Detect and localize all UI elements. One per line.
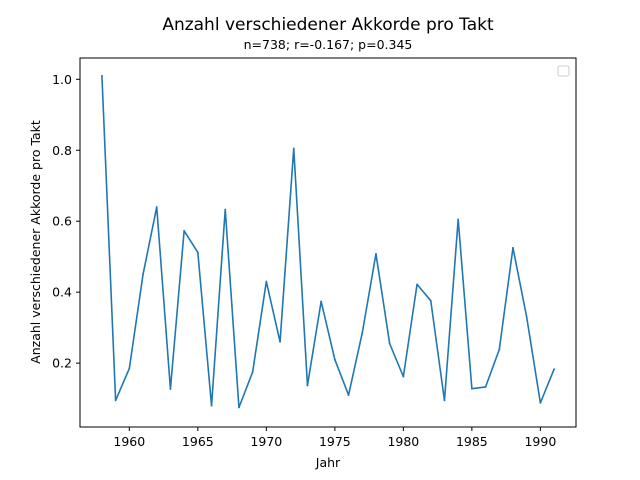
x-tick-label: 1975	[319, 434, 351, 449]
data-point	[361, 332, 364, 334]
data-point	[142, 273, 144, 276]
data-point	[279, 340, 281, 343]
data-point	[539, 401, 542, 404]
x-tick-label: 1990	[524, 434, 556, 449]
y-tick-label: 1.0	[52, 72, 72, 87]
y-tick-label: 0.8	[52, 143, 72, 158]
data-point	[525, 316, 528, 318]
data-point	[416, 283, 418, 286]
data-point	[457, 218, 460, 221]
series-line	[101, 75, 555, 409]
y-axis-label: Anzahl verschiedener Akkorde pro Takt	[28, 120, 43, 364]
data-point	[292, 147, 295, 150]
data-point	[375, 252, 377, 255]
y-tick-label: 0.6	[52, 214, 72, 229]
x-tick-label: 1970	[250, 434, 282, 449]
data-point	[224, 208, 227, 211]
data-point	[128, 367, 131, 370]
data-point	[347, 394, 350, 396]
x-axis: 1960 1965 1970 1975 1980 1985 1990	[113, 427, 556, 449]
y-tick-label: 0.2	[52, 356, 72, 371]
data-point	[484, 386, 487, 388]
data-point	[169, 388, 172, 390]
legend-box	[557, 65, 570, 77]
x-axis-label: Jahr	[315, 455, 341, 470]
data-point	[333, 358, 336, 361]
data-point	[498, 348, 501, 351]
data-point	[196, 251, 199, 254]
y-axis: 0.2 0.4 0.6 0.8 1.0	[52, 72, 80, 371]
data-point	[470, 387, 473, 390]
data-point	[101, 74, 103, 77]
data-point	[251, 371, 254, 373]
x-tick-label: 1980	[387, 434, 419, 449]
data-point	[320, 300, 323, 303]
data-point	[429, 299, 432, 302]
data-point	[306, 384, 309, 387]
y-tick-label: 0.4	[52, 285, 72, 300]
data-point	[155, 206, 158, 208]
data-point	[388, 342, 391, 345]
data-point	[402, 375, 405, 378]
data-points	[101, 74, 555, 409]
data-point	[553, 368, 555, 371]
data-point	[512, 246, 514, 249]
chart-subtitle: n=738; r=-0.167; p=0.345	[244, 37, 413, 52]
plot-area-frame	[79, 57, 577, 428]
data-point	[443, 399, 446, 402]
x-tick-label: 1965	[182, 434, 214, 449]
chart-title: Anzahl verschiedener Akkorde pro Takt	[162, 15, 494, 35]
x-tick-label: 1960	[113, 434, 145, 449]
data-point	[265, 280, 268, 283]
data-point	[210, 404, 213, 407]
data-point	[114, 399, 117, 402]
x-tick-label: 1985	[456, 434, 488, 449]
data-point	[238, 406, 240, 409]
data-point	[183, 229, 186, 232]
